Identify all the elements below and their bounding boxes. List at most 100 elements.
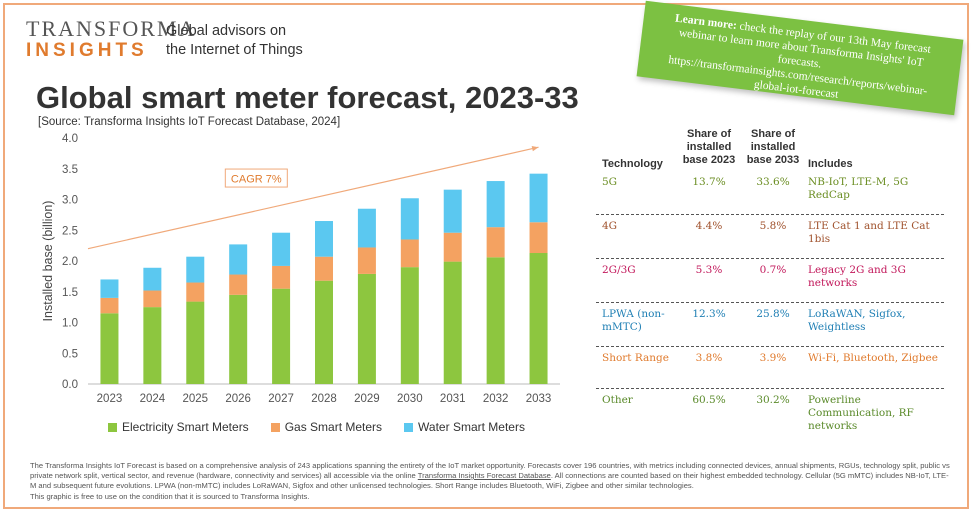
bar-segment [443, 189, 462, 233]
cell-includes: LTE Cat 1 and LTE Cat 1bis [808, 220, 930, 245]
bar-segment [229, 294, 248, 384]
bar-segment [143, 290, 162, 308]
logo-bottom-text: INSIGHTS [26, 40, 148, 61]
cagr-label-box [224, 168, 288, 188]
header-share-2023: Share of installed base 2023 [682, 128, 736, 166]
y-tick-label: 2.0 [62, 256, 78, 268]
x-tick-label: 2032 [483, 393, 509, 405]
bar-segment [100, 297, 119, 314]
bar-segment [229, 244, 248, 275]
row-divider [596, 302, 944, 303]
legend-label-water: Water Smart Meters [418, 420, 525, 434]
x-tick-label: 2023 [97, 393, 123, 405]
tagline-line1: Global advisors on [166, 23, 287, 39]
bar-segment [229, 274, 248, 295]
y-tick-label: 1.5 [62, 287, 78, 299]
cagr-trend-line [87, 146, 539, 250]
page-title: Global smart meter forecast, 2023-33 [36, 80, 579, 115]
cell-share-2033: 25.8% [756, 308, 790, 320]
cell-technology: 5G [602, 176, 618, 188]
bar-segment [143, 307, 162, 384]
cell-share-2023: 13.7% [692, 176, 726, 188]
y-tick-label: 3.0 [62, 195, 78, 207]
bar-segment [315, 256, 333, 281]
y-tick-label: 0.5 [62, 348, 78, 360]
source-note: [Source: Transforma Insights IoT Forecas… [38, 116, 341, 128]
bar-segment [357, 247, 376, 274]
cell-includes: Powerline Communication, RF networks [808, 394, 914, 432]
legend-swatch-water [404, 422, 414, 432]
cell-share-2023: 60.5% [692, 394, 726, 406]
x-tick-label: 2025 [182, 393, 208, 405]
bar-segment [357, 208, 376, 248]
legend-item-electricity: Electricity Smart Meters [108, 420, 249, 434]
x-tick-label: 2028 [311, 393, 337, 405]
cagr-label: CAGR 7% [231, 174, 282, 186]
x-tick-label: 2030 [397, 393, 423, 405]
y-tick-label: 2.5 [62, 225, 78, 237]
logo-top-text: TRANSFORMA [26, 16, 197, 41]
bar-segment [486, 227, 505, 258]
tagline: Global advisors on the Internet of Thing… [166, 22, 336, 60]
header-share-2033: Share of installed base 2033 [746, 128, 800, 166]
bar-segment [486, 181, 505, 228]
footnote-text-a: The Transforma Insights IoT Forecast is … [30, 461, 950, 480]
header-includes: Includes [808, 158, 853, 170]
cell-share-2033: 3.9% [759, 352, 787, 364]
cell-includes: NB-IoT, LTE-M, 5G RedCap [808, 176, 909, 201]
x-tick-label: 2033 [526, 393, 552, 405]
bar-segment [272, 232, 291, 266]
legend-item-gas: Gas Smart Meters [270, 420, 383, 434]
transforma-logo: TRANSFORMA INSIGHTS [26, 18, 196, 62]
cell-technology: Short Range [602, 352, 669, 364]
legend-swatch-electricity [108, 422, 117, 432]
x-tick-label: 2026 [225, 393, 251, 405]
bar-segment [443, 232, 462, 262]
x-tick-label: 2029 [354, 393, 380, 405]
cell-includes: LoRaWAN, Sigfox, Weightless [808, 308, 906, 333]
footnote-para2: This graphic is free to use on the condi… [30, 492, 310, 501]
y-tick-label: 1.0 [62, 318, 78, 330]
cell-technology: Other [602, 394, 633, 406]
y-tick-label: 0.0 [62, 379, 78, 391]
y-axis-label: Installed base (billion) [41, 201, 55, 322]
bar-segment [186, 301, 205, 384]
bar-segment [100, 279, 119, 298]
row-divider [596, 258, 944, 259]
legend-label-gas: Gas Smart Meters [284, 420, 383, 434]
bar-segment [529, 253, 548, 384]
chart-legend: Electricity Smart Meters Gas Smart Meter… [108, 420, 525, 434]
bar-segment [529, 222, 548, 254]
bar-segment [529, 173, 548, 223]
y-tick-label: 4.0 [62, 133, 78, 145]
forecast-database-link[interactable]: Transforma Insights Forecast Database [417, 471, 551, 480]
bar-segment [400, 198, 419, 240]
row-divider [596, 214, 944, 215]
bar-segment [400, 267, 419, 384]
cell-technology: 4G [602, 220, 618, 232]
bar-segment [315, 221, 333, 257]
footnote-text-b: . All connections are counted based on t… [30, 471, 949, 490]
cell-share-2023: 12.3% [692, 308, 726, 320]
x-tick-label: 2031 [440, 393, 466, 405]
bar-segment [186, 282, 205, 302]
footnote-para1: The Transforma Insights IoT Forecast is … [30, 461, 950, 491]
footnote: The Transforma Insights IoT Forecast is … [30, 461, 950, 502]
bar-segment [100, 313, 119, 384]
cell-share-2033: 0.7% [759, 264, 787, 276]
bar-segment [315, 280, 333, 384]
bar-segment [272, 265, 291, 289]
cell-share-2023: 5.3% [695, 264, 723, 276]
cell-includes: Legacy 2G and 3G networks [808, 264, 906, 289]
cell-share-2033: 5.8% [759, 220, 787, 232]
bar-segment [357, 273, 376, 384]
x-tick-label: 2027 [268, 393, 294, 405]
bar-segment [486, 257, 505, 384]
row-divider [596, 388, 944, 389]
header-technology: Technology [602, 158, 663, 170]
row-divider [596, 346, 944, 347]
legend-item-water: Water Smart Meters [404, 420, 525, 434]
cell-share-2023: 4.4% [695, 220, 723, 232]
cell-share-2023: 3.8% [695, 352, 723, 364]
bar-segment [400, 239, 419, 268]
